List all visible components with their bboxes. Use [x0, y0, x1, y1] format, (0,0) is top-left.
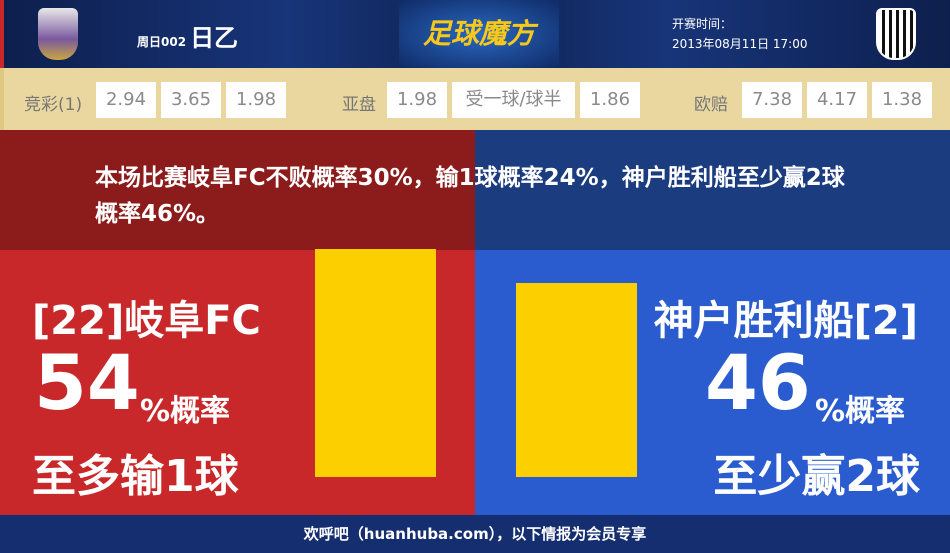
- away-percent-unit: %概率: [815, 394, 906, 429]
- league-info: 周日002 日乙: [137, 18, 238, 53]
- header: 周日002 日乙 足球魔方 开赛时间： 2013年08月11日 17:00: [0, 0, 950, 68]
- home-probability-bar: [315, 249, 436, 477]
- kickoff-info: 开赛时间： 2013年08月11日 17:00: [672, 14, 807, 54]
- home-percent-unit: %概率: [140, 394, 231, 429]
- footer-notice: 欢呼吧（huanhuba.com），以下情报为会员专享: [0, 515, 950, 553]
- away-panel: 神户胜利船[2] 46 %概率 至少赢2球: [475, 250, 950, 515]
- ah-odds-home: 1.98: [387, 82, 447, 118]
- jc-odds-draw: 3.65: [161, 82, 221, 118]
- home-outcome: 至多输1球: [32, 451, 239, 502]
- home-panel: [22]岐阜FC 54 %概率 至多输1球: [0, 249, 475, 515]
- jc-odds-loss: 1.98: [226, 82, 286, 118]
- ah-label: 亚盘: [342, 95, 376, 115]
- jc-label: 竞彩(1): [24, 95, 83, 115]
- ah-odds-away: 1.86: [580, 82, 640, 118]
- summary-banner-right: [475, 130, 950, 250]
- summary-text: 本场比赛岐阜FC不败概率30%，输1球概率24%，神户胜利船至少赢2球概率46%…: [95, 165, 845, 227]
- away-outcome: 至少赢2球: [713, 451, 920, 502]
- away-percent: 46: [705, 338, 811, 427]
- away-probability-bar: [516, 282, 637, 477]
- summary-banner-left: [0, 130, 475, 250]
- home-percent: 54: [34, 338, 140, 427]
- eu-label: 欧赔: [694, 95, 728, 115]
- away-team-name: 神户胜利船[2]: [653, 298, 918, 344]
- ah-handicap: 受一球/球半: [452, 82, 575, 118]
- home-team-logo: [38, 8, 78, 60]
- league-name: 日乙: [190, 24, 239, 52]
- brand-logo: 足球魔方: [399, 0, 559, 68]
- home-team-name: [22]岐阜FC: [32, 298, 261, 344]
- odds-bar: 竞彩(1) 2.94 3.65 1.98 亚盘 1.98 受一球/球半 1.86…: [0, 68, 950, 130]
- eu-odds-loss: 1.38: [872, 82, 932, 118]
- match-number: 周日002: [137, 35, 187, 49]
- jc-odds-win: 2.94: [96, 82, 156, 118]
- kickoff-label: 开赛时间：: [672, 17, 733, 31]
- eu-odds-draw: 4.17: [807, 82, 867, 118]
- eu-odds-win: 7.38: [742, 82, 802, 118]
- kickoff-time: 2013年08月11日 17:00: [672, 37, 808, 51]
- away-team-logo: [876, 8, 916, 60]
